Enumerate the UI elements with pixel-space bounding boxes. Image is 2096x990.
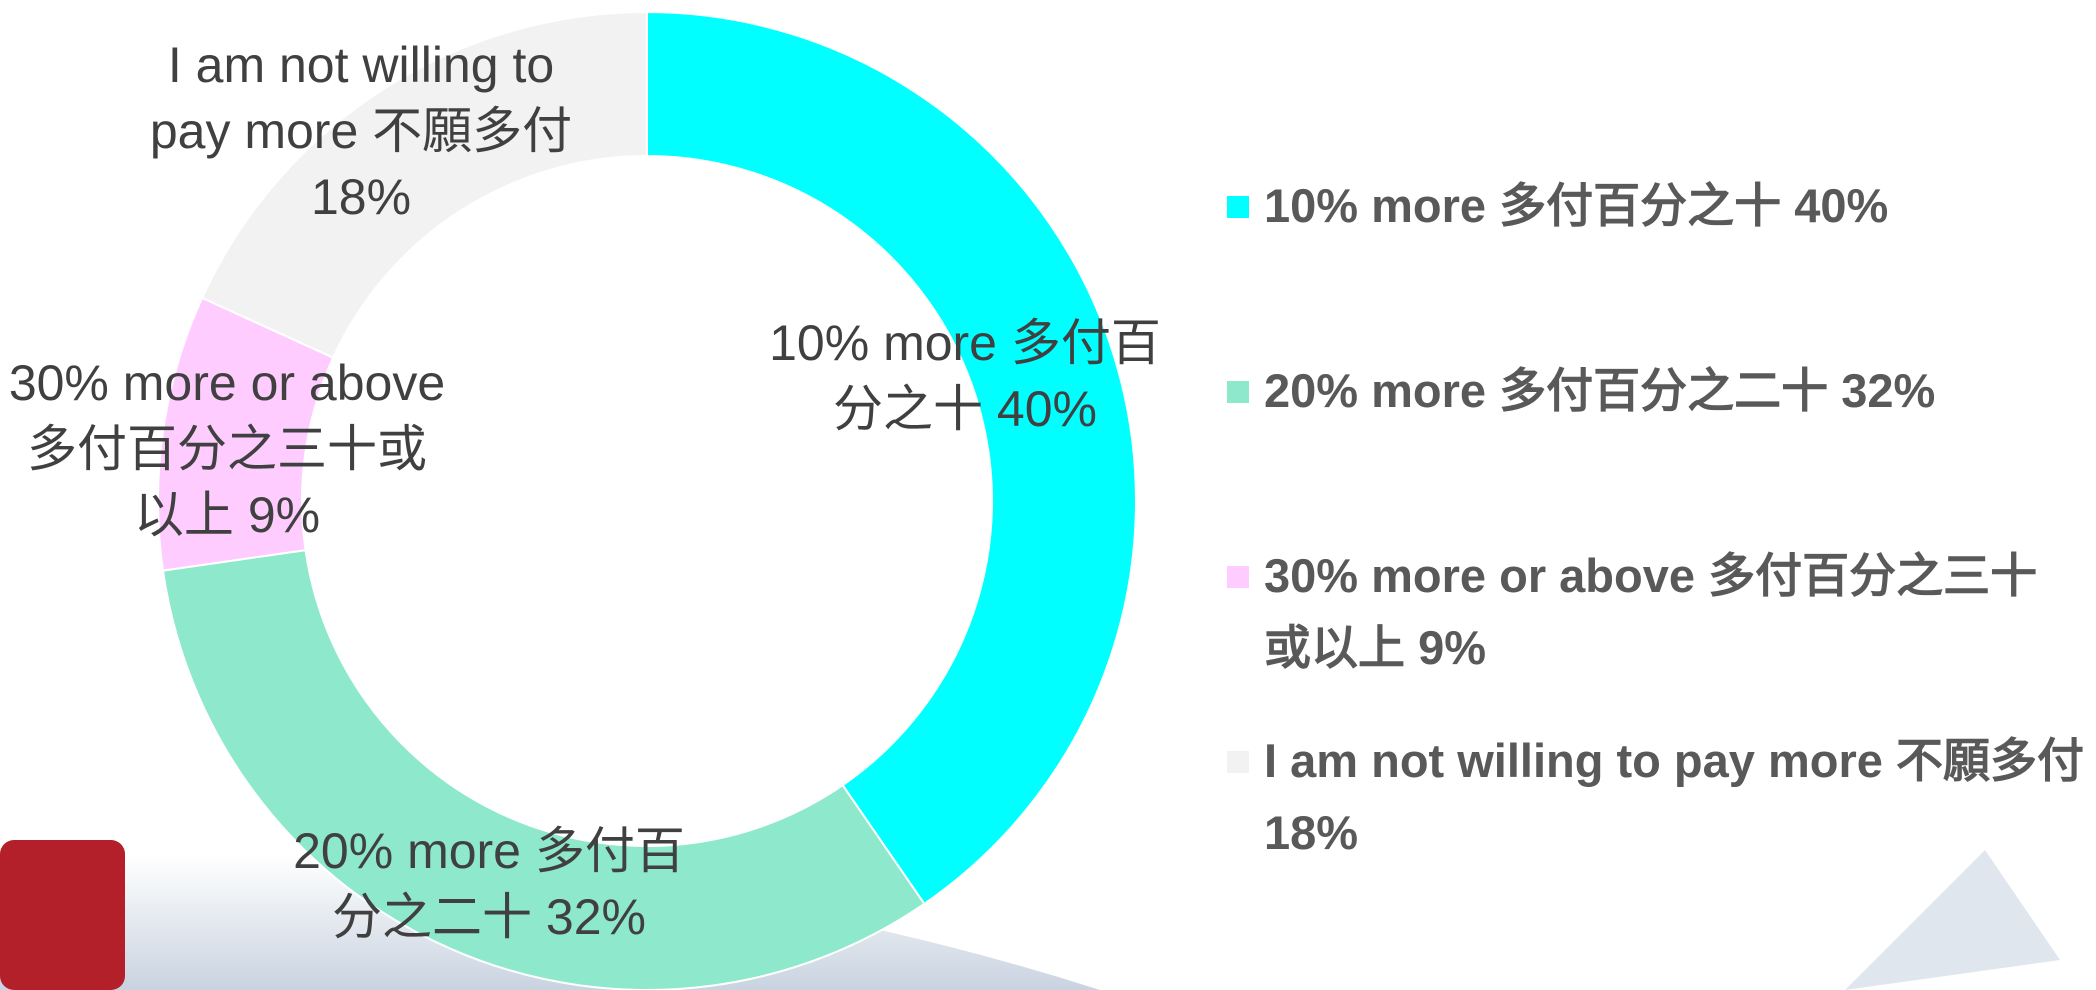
legend-swatch [1227,566,1249,588]
suitcase [0,840,125,990]
data-label-category: 20% more 多付百分之二十 [293,823,685,945]
data-label-value: 18% [310,169,412,225]
sailboat [1845,850,2060,990]
data-label: I am not willing to pay more 不願多付 18% [126,32,596,230]
data-label-value: 9% [247,487,321,543]
legend-label: 10% more 多付百分之十 [1264,179,1782,232]
legend-label: 20% more 多付百分之二十 [1264,364,1829,417]
data-label-category: 10% more 多付百分之十 [769,315,1161,437]
legend-text: 20% more 多付百分之二十 32% [1264,355,2084,427]
legend-text: 10% more 多付百分之十 40% [1264,170,2084,242]
legend-text: 30% more or above 多付百分之三十或以上 9% [1264,540,2084,684]
data-label-value: 40% [996,381,1097,437]
data-label-category: 30% more or above 多付百分之三十或以上 [8,355,446,543]
donut-slice [646,10,1137,906]
legend-value: 9% [1418,621,1486,674]
legend-text: I am not willing to pay more 不願多付 18% [1264,725,2084,869]
legend-value: 32% [1841,364,1936,417]
legend-swatch [1227,381,1249,403]
legend-swatch [1227,196,1249,218]
data-label-category: I am not willing to pay more 不願多付 [149,37,573,159]
legend-value: 18% [1264,806,1359,859]
legend-value: 40% [1794,179,1889,232]
legend-label: 30% more or above 多付百分之三十或以上 [1264,549,2038,674]
donut-slice [200,10,648,360]
donut [156,10,1137,990]
data-label-value: 32% [545,889,646,945]
data-label: 30% more or above 多付百分之三十或以上 9% [7,350,447,548]
legend-label: I am not willing to pay more 不願多付 [1264,734,2084,787]
data-label: 10% more 多付百分之十 40% [745,310,1185,442]
data-label: 20% more 多付百分之二十 32% [269,818,709,950]
legend-swatch [1227,751,1249,773]
